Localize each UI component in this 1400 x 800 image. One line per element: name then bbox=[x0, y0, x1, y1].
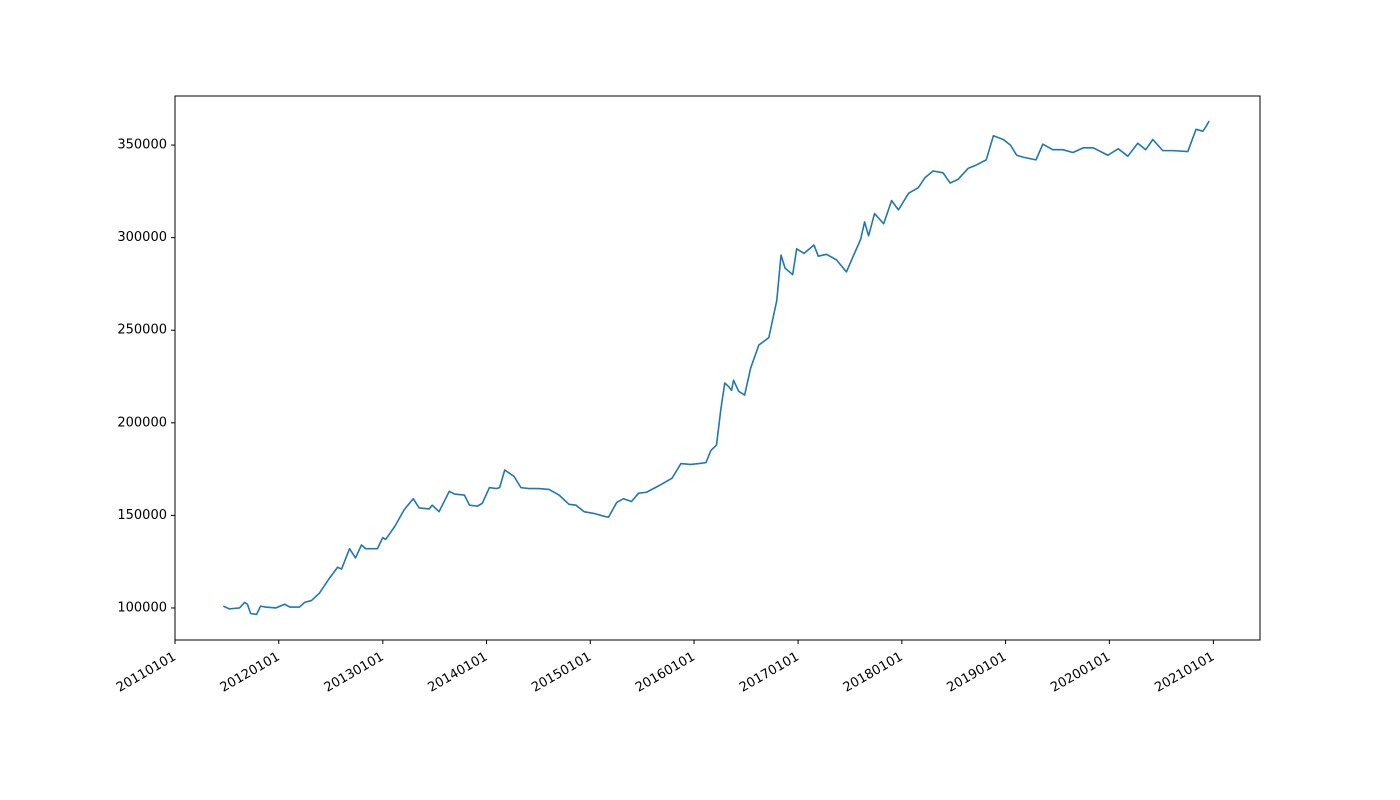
data-line bbox=[222, 120, 1210, 616]
y-tick-label: 300000 bbox=[117, 230, 167, 245]
x-tick-label: 20120101 bbox=[218, 650, 283, 696]
plot-frame bbox=[174, 95, 1261, 641]
y-tick-label: 200000 bbox=[117, 415, 167, 430]
x-tick-label: 20130101 bbox=[322, 650, 387, 696]
x-tick-label: 20190101 bbox=[945, 650, 1010, 696]
y-tick-label: 150000 bbox=[117, 508, 167, 523]
x-tick-label: 20140101 bbox=[425, 650, 490, 696]
x-tick-label: 20110101 bbox=[114, 650, 179, 696]
x-tick-label: 20180101 bbox=[841, 650, 906, 696]
y-tick-label: 350000 bbox=[117, 138, 167, 153]
x-tick-label: 20210101 bbox=[1152, 650, 1217, 696]
x-tick-label: 20200101 bbox=[1048, 650, 1113, 696]
y-tick-label: 100000 bbox=[117, 600, 167, 615]
x-tick-label: 20150101 bbox=[529, 650, 594, 696]
x-tick-label: 20170101 bbox=[737, 650, 802, 696]
y-tick-label: 250000 bbox=[117, 323, 167, 338]
x-tick-label: 20160101 bbox=[633, 650, 698, 696]
